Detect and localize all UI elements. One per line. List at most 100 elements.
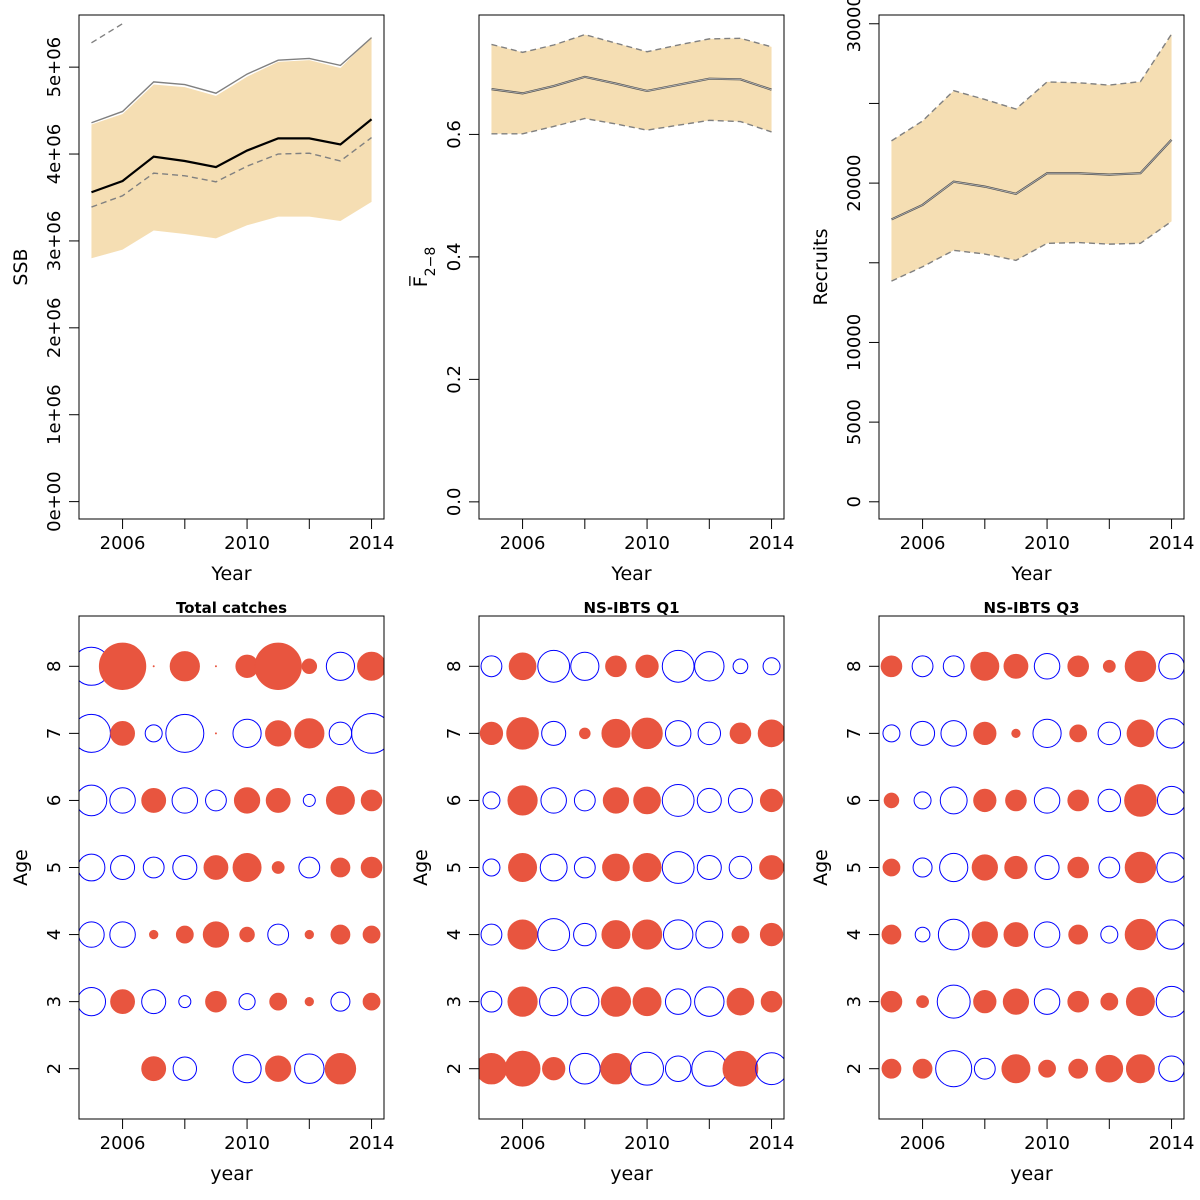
residual-bubble-positive (1038, 1059, 1056, 1078)
x-tick-label: 2006 (100, 1133, 146, 1154)
x-axis-title: year (610, 1163, 653, 1185)
residual-bubble-positive (152, 665, 155, 668)
residual-bubble-positive (507, 919, 538, 950)
residual-bubble-positive (881, 1058, 902, 1079)
plot-area (79, 642, 384, 1085)
ssb-panel: 2006 2010 2014 0e+00 1e+06 2e+06 3e+06 4e+06 5e+… (10, 14, 394, 585)
residual-bubble-negative (298, 856, 321, 879)
residual-bubble-positive (1126, 719, 1155, 748)
residual-bubble-negative (1033, 921, 1061, 948)
y-tick-label: 5000 (844, 399, 865, 445)
residual-bubble-negative (267, 923, 290, 946)
residual-bubble-positive (507, 785, 538, 816)
residual-bubble-negative (1156, 785, 1184, 816)
residual-bubble-positive (360, 789, 383, 812)
residual-bubble-positive (233, 787, 261, 814)
ns-ibts-q1-residuals-panel: NS-IBTS Q1 2006 2010 2014 2 3 4 5 6 7 8 year Age (410, 599, 794, 1185)
residual-bubble-positive (141, 788, 167, 813)
residual-bubble-positive (479, 1052, 508, 1085)
residual-bubble-positive (203, 855, 229, 880)
x-axis-title: Year (1010, 563, 1051, 585)
residual-bubble-negative (661, 851, 695, 884)
x-tick-label: 2014 (1149, 533, 1195, 554)
residual-bubble-positive (605, 655, 627, 678)
y-tick-label: 8 (844, 661, 865, 672)
residual-bubble-negative (696, 854, 722, 881)
confidence-band (891, 34, 1172, 282)
residual-bubble-positive (149, 929, 159, 940)
residual-bubble-negative (939, 852, 969, 883)
residual-bubble-negative (1155, 985, 1184, 1018)
y-tick-label: 30000 (844, 0, 865, 52)
x-axis-title: year (1010, 1163, 1053, 1185)
series-estimate-highlight (891, 139, 1172, 220)
residual-bubble-negative (482, 858, 501, 877)
residual-bubble-positive (600, 1052, 632, 1085)
fbar-panel: 2006 2010 2014 0.0 0.2 0.4 0.6 Year F̅2−8 (408, 14, 795, 585)
y-tick-label: 6 (444, 795, 465, 806)
y-tick-label: 4 (844, 929, 865, 940)
residual-bubble-positive (973, 721, 997, 746)
panel-title: Total catches (176, 599, 287, 617)
residual-bubble-negative (539, 853, 568, 882)
y-tick-label: 5 (444, 862, 465, 873)
residual-bubble-positive (759, 855, 784, 880)
total-catches-residuals-panel: Total catches 2006 2010 2014 2 3 4 5 6 7 8 year Age (10, 599, 394, 1185)
residual-bubble-positive (731, 925, 750, 944)
residual-bubble-positive (1125, 1054, 1155, 1084)
x-tick-label: 2006 (900, 533, 946, 554)
y-axis-title: F̅2−8 (408, 247, 439, 287)
residual-bubble-negative (913, 791, 932, 810)
residual-bubble-positive (760, 990, 783, 1013)
residual-bubble-positive (254, 642, 302, 690)
residual-bubble-positive (635, 654, 659, 678)
residual-bubble-negative (205, 789, 227, 812)
residual-bubble-positive (362, 992, 381, 1011)
residual-bubble-positive (508, 853, 538, 882)
recruits-panel: 2006 2010 2014 0 5000 10000 20000 30000 Year Recr… (810, 0, 1194, 585)
series-dashed-lower (491, 117, 772, 135)
y-tick-label: 2 (844, 1063, 865, 1074)
residual-bubble-negative (973, 1057, 996, 1080)
residual-bubble-negative (1098, 856, 1121, 879)
residual-bubble-negative (694, 986, 725, 1017)
y-tick-label: 3 (44, 996, 65, 1007)
y-axis-title: SSB (10, 248, 32, 285)
residual-bubble-negative (1097, 721, 1122, 746)
y-axis-title: Age (810, 849, 832, 886)
residual-bubble-positive (214, 732, 217, 735)
residual-bubble-positive (110, 720, 135, 746)
residual-bubble-positive (1003, 653, 1029, 679)
residual-bubble-positive (631, 919, 663, 950)
residual-bubble-positive (1003, 922, 1029, 947)
residual-bubble-negative (480, 923, 503, 946)
series-dashed-upper (891, 33, 1173, 142)
y-axis-title: Age (10, 849, 32, 886)
y-tick-label: 6 (844, 795, 865, 806)
residual-bubble-positive (504, 1050, 541, 1087)
ns-ibts-q3-residuals-panel: NS-IBTS Q3 2006 2010 2014 2 3 4 5 6 7 8 year Age (810, 599, 1194, 1185)
residual-bubble-negative (911, 655, 934, 678)
residual-bubble-positive (579, 727, 591, 740)
x-tick-label: 2014 (749, 533, 795, 554)
y-tick-label: 0 (844, 496, 865, 507)
residual-bubble-negative (697, 721, 722, 746)
residual-bubble-negative (942, 655, 965, 678)
plot-area (91, 23, 373, 259)
x-tick-label: 2010 (1024, 1133, 1070, 1154)
residual-bubble-negative (914, 926, 931, 943)
x-tick-label: 2014 (1149, 1133, 1195, 1154)
residual-bubble-positive (1124, 650, 1157, 683)
residual-bubble-negative (1100, 925, 1119, 944)
residual-bubble-positive (265, 788, 291, 813)
y-tick-label: 6 (44, 795, 65, 806)
residual-bubble-positive (1124, 784, 1157, 817)
series-upper-line (91, 37, 373, 124)
x-tick-label: 2006 (100, 533, 146, 554)
residual-bubble-positive (916, 995, 929, 1009)
residual-bubble-positive (632, 853, 662, 882)
plot-area (890, 33, 1173, 282)
residual-bubble-negative (882, 724, 901, 743)
residual-bubble-positive (1095, 1054, 1124, 1083)
residual-bubble-positive (1005, 789, 1027, 812)
